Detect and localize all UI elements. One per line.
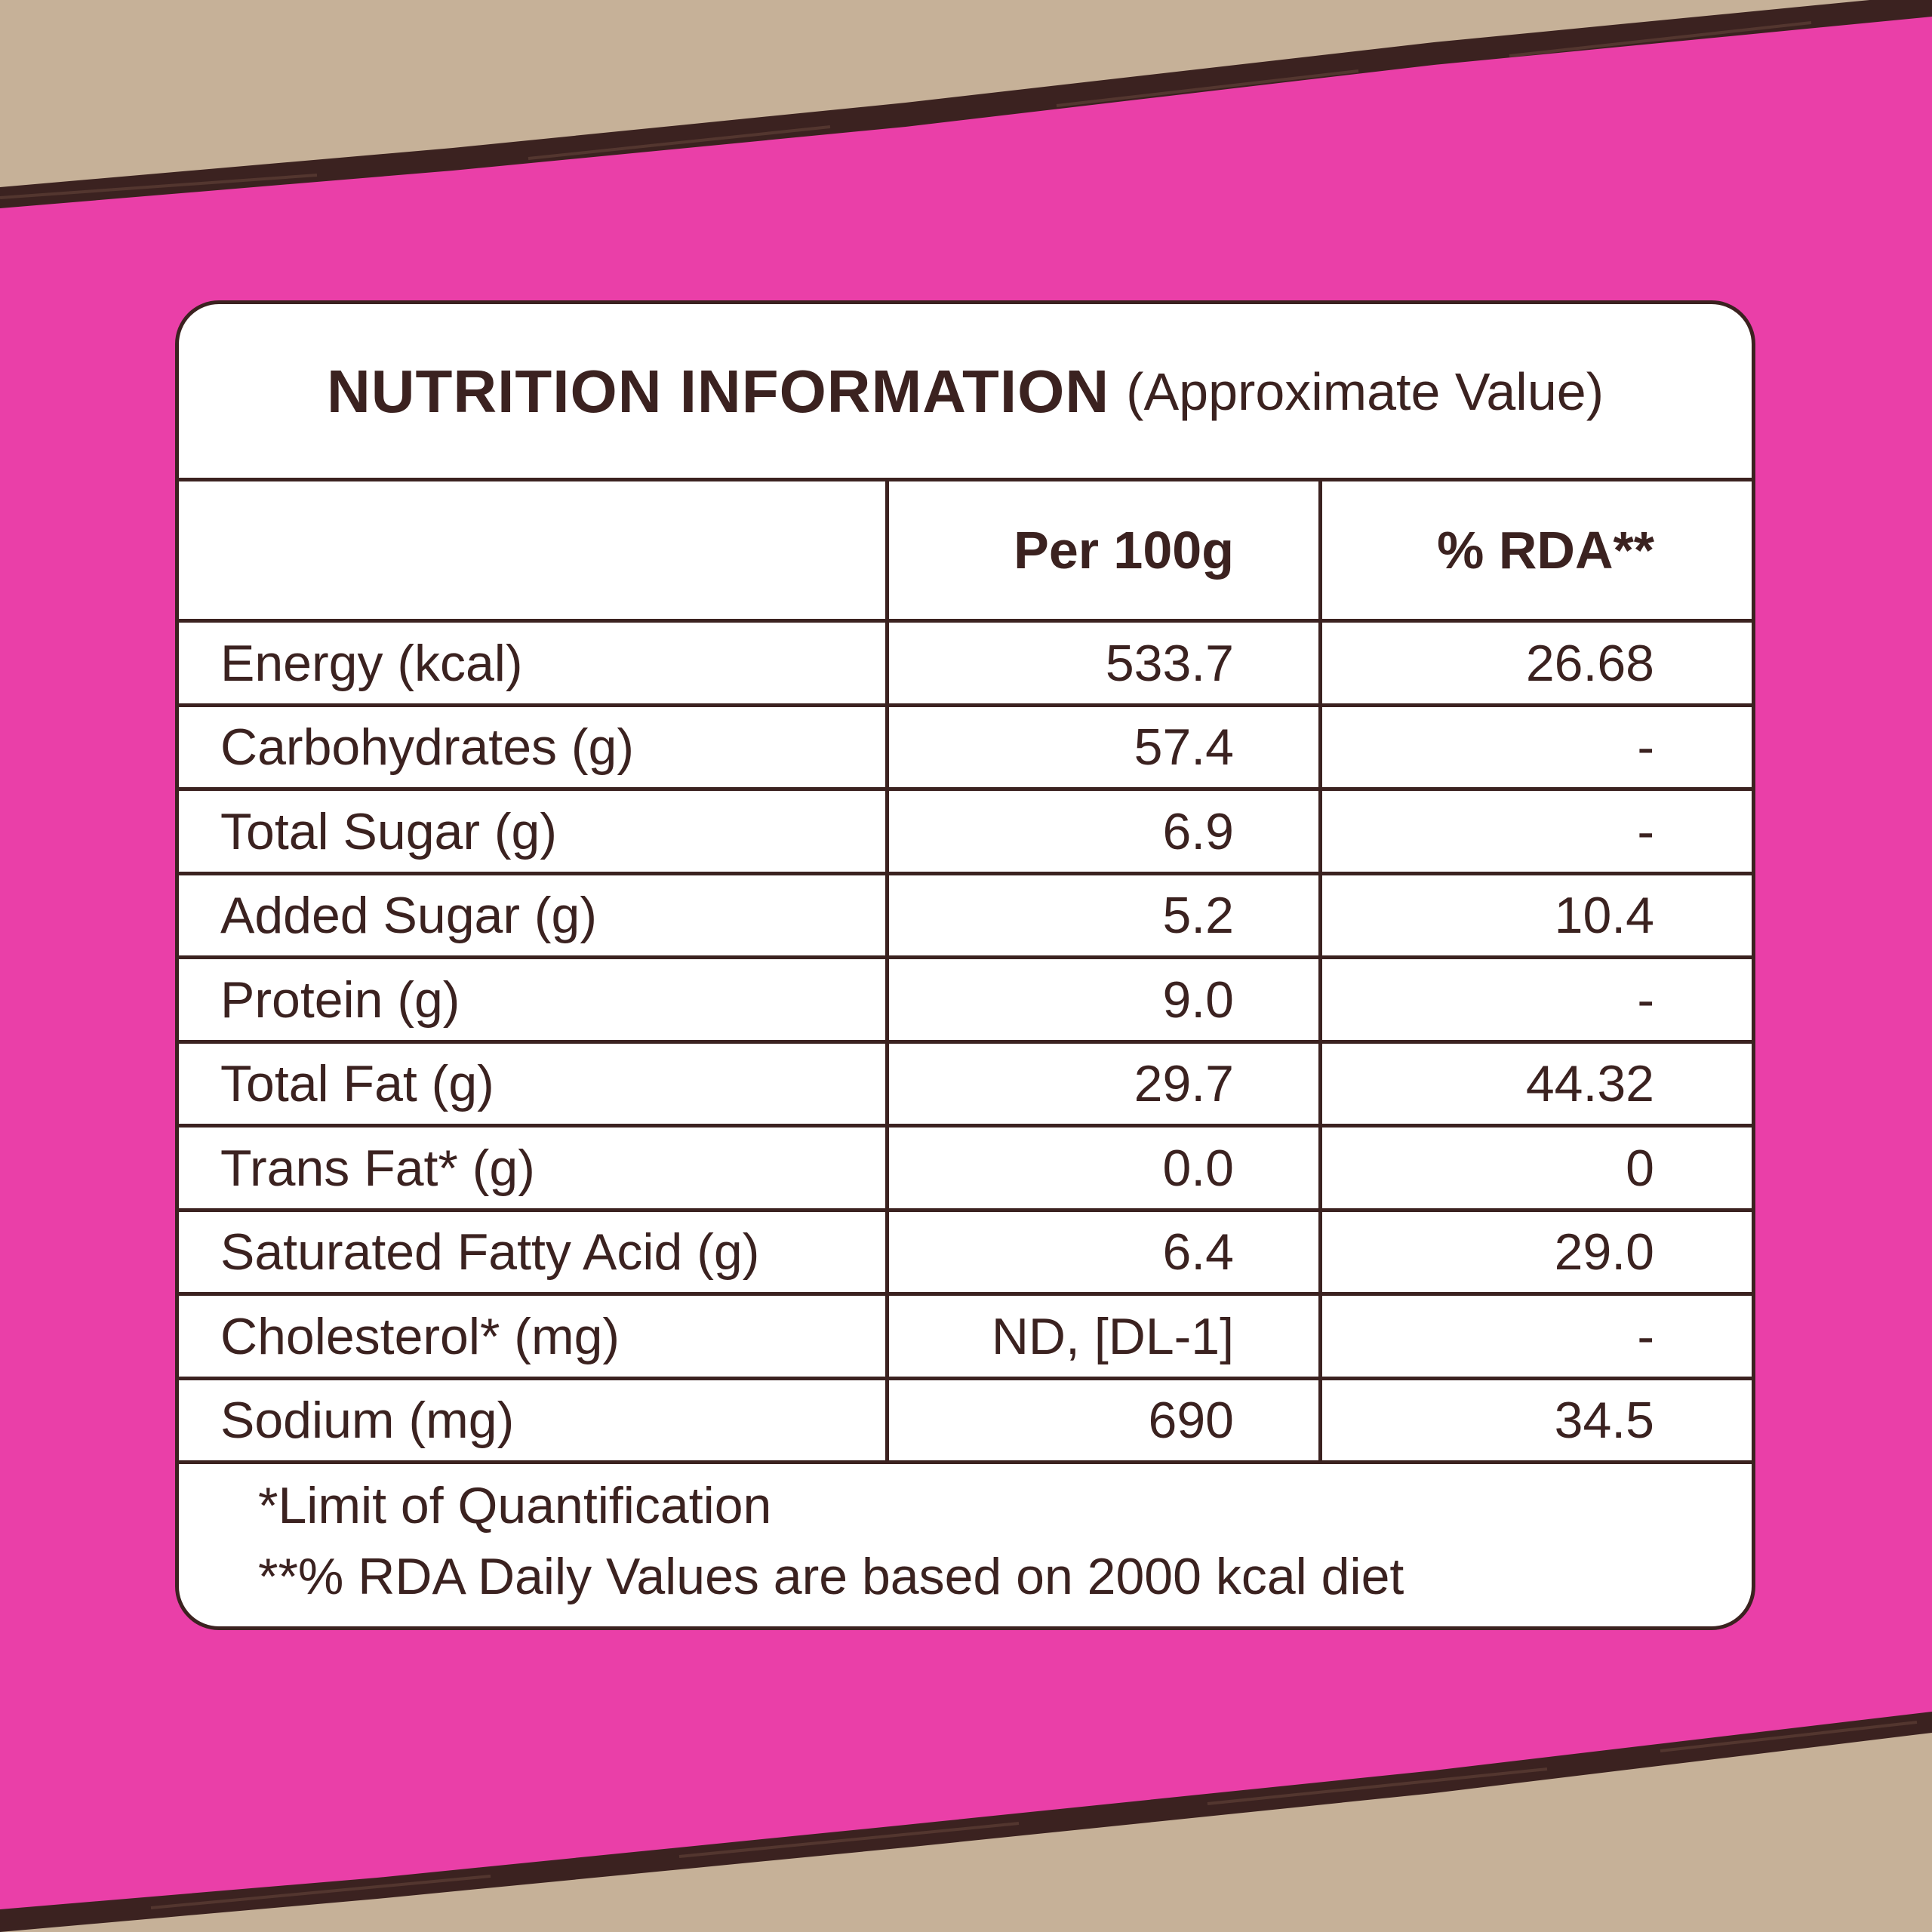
rda-value: 10.4 <box>1554 887 1654 944</box>
per-100g-value: 29.7 <box>1134 1055 1234 1112</box>
table-header-row: Per 100g % RDA** <box>179 479 1752 620</box>
title-divider <box>179 478 1752 481</box>
nutrition-title: NUTRITION INFORMATION <box>326 358 1110 425</box>
per-100g-value: 5.2 <box>1162 887 1234 944</box>
nutrient-label: Protein (g) <box>220 971 460 1029</box>
rda-value: - <box>1637 718 1654 776</box>
rda-value: 0 <box>1626 1139 1654 1197</box>
rda-value: - <box>1637 971 1654 1029</box>
nutrition-subtitle: (Approximate Value) <box>1126 362 1604 421</box>
nutrient-label: Energy (kcal) <box>220 634 523 692</box>
per-100g-value: 57.4 <box>1134 718 1234 776</box>
table-row: Added Sugar (g) 5.2 10.4 <box>179 875 1752 955</box>
per-100g-value: 6.4 <box>1162 1223 1234 1281</box>
table-row: Energy (kcal) 533.7 26.68 <box>179 623 1752 703</box>
table-row: Trans Fat* (g) 0.0 0 <box>179 1128 1752 1208</box>
rda-value: 29.0 <box>1554 1223 1654 1281</box>
top-brush-texture <box>0 21 1812 199</box>
header-divider <box>179 619 1752 623</box>
bottom-brush-texture <box>150 1721 1918 1909</box>
header-rda: % RDA** <box>1437 520 1654 580</box>
rda-value: 34.5 <box>1554 1392 1654 1449</box>
row-divider <box>179 872 1752 875</box>
per-100g-value: 0.0 <box>1162 1139 1234 1197</box>
row-divider <box>179 1040 1752 1044</box>
footnote-rda: **% RDA Daily Values are based on 2000 k… <box>258 1548 1404 1605</box>
rda-value: - <box>1637 1307 1654 1365</box>
column-divider <box>885 478 889 1464</box>
row-divider <box>179 955 1752 959</box>
table-row: Cholesterol* (mg) ND, [DL-1] - <box>179 1296 1752 1377</box>
bottom-kraft-paper-band <box>0 1728 1932 1932</box>
table-row: Saturated Fatty Acid (g) 6.4 29.0 <box>179 1212 1752 1292</box>
row-divider <box>179 1208 1752 1212</box>
footnote-loq: *Limit of Quantification <box>258 1477 772 1534</box>
per-100g-value: ND, [DL-1] <box>991 1307 1234 1365</box>
top-brush-stroke <box>0 0 1932 208</box>
per-100g-value: 533.7 <box>1105 634 1234 692</box>
top-kraft-paper-band <box>0 0 1932 189</box>
row-divider <box>179 1377 1752 1380</box>
per-100g-value: 6.9 <box>1162 802 1234 860</box>
header-per-100g: Per 100g <box>1014 520 1234 580</box>
nutrient-label: Carbohydrates (g) <box>220 718 635 776</box>
per-100g-value: 690 <box>1148 1392 1234 1449</box>
table-row: Total Fat (g) 29.7 44.32 <box>179 1044 1752 1124</box>
row-divider <box>179 787 1752 791</box>
card-title: NUTRITION INFORMATION (Approximate Value… <box>179 304 1752 479</box>
rda-value: 44.32 <box>1525 1055 1654 1112</box>
nutrient-label: Total Sugar (g) <box>220 802 557 860</box>
nutrient-label: Trans Fat* (g) <box>220 1139 535 1197</box>
table-row: Carbohydrates (g) 57.4 - <box>179 707 1752 787</box>
table-row: Total Sugar (g) 6.9 - <box>179 791 1752 872</box>
rda-value: - <box>1637 802 1654 860</box>
rda-value: 26.68 <box>1525 634 1654 692</box>
per-100g-value: 9.0 <box>1162 971 1234 1029</box>
nutrition-card: NUTRITION INFORMATION (Approximate Value… <box>175 300 1755 1630</box>
row-divider <box>179 1292 1752 1296</box>
table-bottom-rule <box>179 1460 1752 1464</box>
nutrient-label: Total Fat (g) <box>220 1055 494 1112</box>
nutrient-label: Cholesterol* (mg) <box>220 1307 620 1365</box>
row-divider <box>179 1124 1752 1128</box>
table-row: Protein (g) 9.0 - <box>179 959 1752 1040</box>
column-divider <box>1318 478 1322 1464</box>
nutrient-label: Added Sugar (g) <box>220 887 597 944</box>
nutrient-label: Sodium (mg) <box>220 1392 515 1449</box>
table-row: Sodium (mg) 690 34.5 <box>179 1380 1752 1460</box>
row-divider <box>179 703 1752 707</box>
footnotes: *Limit of Quantification **% RDA Daily V… <box>258 1470 1404 1612</box>
nutrient-label: Saturated Fatty Acid (g) <box>220 1223 760 1281</box>
